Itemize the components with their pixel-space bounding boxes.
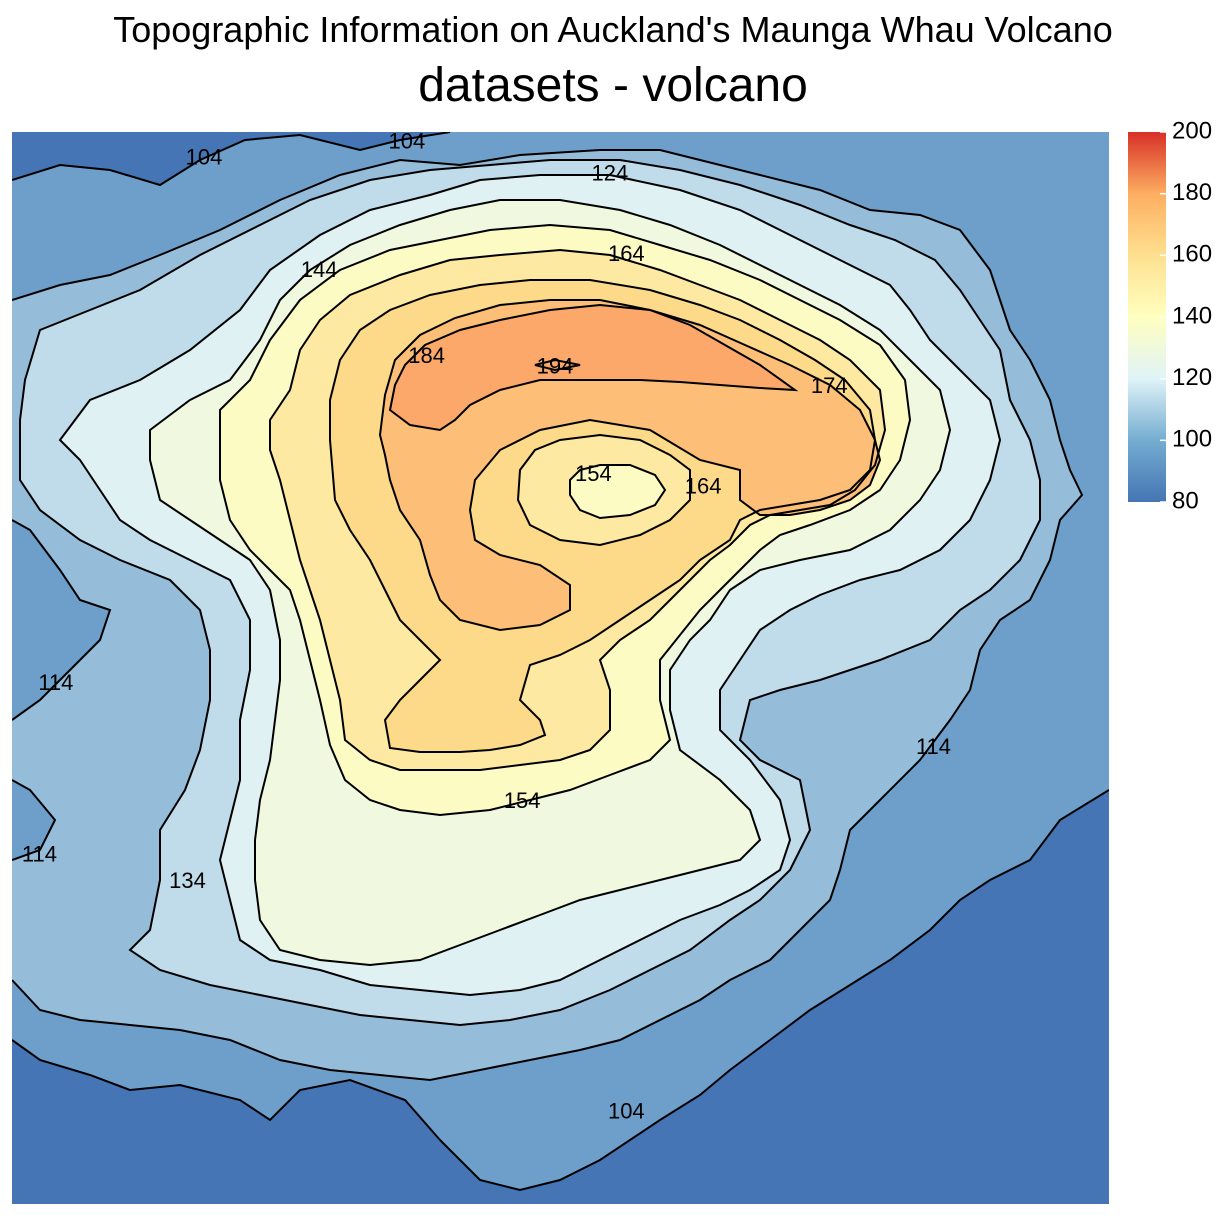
legend-tick-label-160: 160 bbox=[1172, 241, 1212, 268]
contour-line-144-inner bbox=[569, 464, 667, 520]
contour-lines bbox=[12, 132, 1109, 1192]
contour-label-134-15: 134 bbox=[169, 868, 206, 893]
contour-line-184 bbox=[378, 299, 882, 632]
contour-labels: 104 104 104 124 144 164 184 194 174 154 164 114 114 1… bbox=[22, 129, 951, 1124]
legend-ticks: 200 180 160 140 120 100 80 bbox=[1160, 117, 1212, 514]
legend-colorbar bbox=[1128, 132, 1166, 502]
contour-region-194 bbox=[390, 305, 795, 430]
contour-line-104b bbox=[12, 789, 1109, 1192]
color-legend: 200 180 160 140 120 100 80 bbox=[1128, 117, 1212, 514]
contour-label-104-0: 104 bbox=[186, 145, 223, 170]
contour-line-114 bbox=[12, 149, 1084, 1082]
contour-label-164-5: 164 bbox=[608, 241, 645, 266]
contour-line-154 bbox=[219, 223, 912, 817]
contour-label-114-13: 114 bbox=[22, 841, 57, 866]
legend-tick-label-120: 120 bbox=[1172, 364, 1212, 391]
contour-line-144 bbox=[149, 199, 952, 967]
contour-line-114-left-lower bbox=[12, 779, 57, 861]
contour-label-104-2: 104 bbox=[608, 1099, 645, 1124]
contour-line-194 bbox=[388, 303, 799, 432]
legend-tick-label-140: 140 bbox=[1172, 302, 1212, 329]
contour-line-164 bbox=[269, 248, 887, 771]
contour-label-164-10: 164 bbox=[685, 474, 722, 499]
legend-tick-label-100: 100 bbox=[1172, 426, 1212, 453]
contour-label-114-12: 114 bbox=[916, 734, 951, 759]
contour-line-174 bbox=[329, 279, 877, 753]
chart-subtitle: datasets - volcano bbox=[418, 59, 808, 112]
contour-label-174-8: 174 bbox=[811, 373, 848, 398]
plot-panel bbox=[12, 132, 1109, 1204]
contour-line-124 bbox=[19, 159, 1041, 1027]
contour-label-144-4: 144 bbox=[301, 257, 338, 282]
legend-tick-label-180: 180 bbox=[1172, 179, 1212, 206]
contour-label-194-7: 194 bbox=[537, 354, 574, 379]
contour-region-114-left bbox=[12, 520, 110, 720]
legend-tick-label-80: 80 bbox=[1172, 487, 1199, 514]
contour-line-154-inner bbox=[516, 433, 691, 547]
contour-line-194-peak bbox=[534, 358, 581, 372]
contour-label-104-1: 104 bbox=[389, 129, 426, 154]
contour-label-154-9: 154 bbox=[575, 461, 612, 486]
legend-tick-label-200: 200 bbox=[1172, 117, 1212, 144]
contour-line-104a bbox=[12, 132, 451, 187]
contour-label-114-11: 114 bbox=[38, 670, 73, 695]
contour-hole-144 bbox=[570, 465, 665, 518]
contour-line-114-left bbox=[12, 519, 112, 721]
contour-label-184-6: 184 bbox=[408, 343, 445, 368]
contour-label-154-14: 154 bbox=[504, 788, 541, 813]
contour-label-124-3: 124 bbox=[592, 161, 629, 186]
contour-line-134 bbox=[58, 174, 1002, 997]
chart-title: Topographic Information on Auckland's Ma… bbox=[113, 9, 1113, 50]
